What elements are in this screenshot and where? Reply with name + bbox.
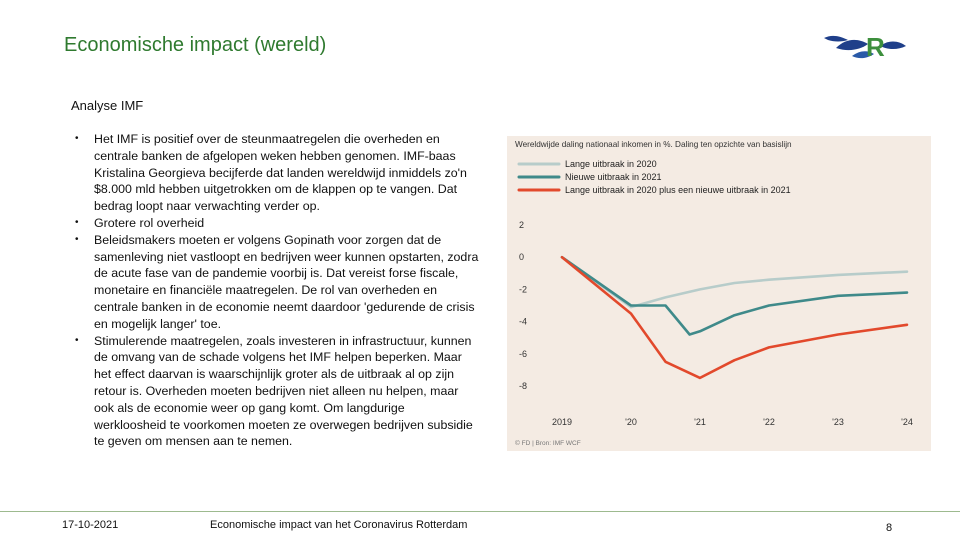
bullet-item: • Het IMF is positief over de steunmaatre… [75,131,480,215]
bullet-text: Beleidsmakers moeten er volgens Gopinath… [94,232,479,331]
bullet-item: • Beleidsmakers moeten er volgens Gopinat… [75,232,480,333]
chart-source: © FD | Bron: IMF WCF [515,439,581,447]
x-tick-label: '20 [625,417,637,427]
footer-date: 17-10-2021 [62,519,119,531]
y-tick-label: 0 [519,252,524,262]
footer-divider [0,511,960,512]
x-tick-label: 2019 [552,417,572,427]
footer-title: Economische impact van het Coronavirus R… [210,519,468,531]
svg-text:R: R [866,32,885,62]
chart-title: Wereldwijde daling nationaal inkomen in … [515,140,792,149]
x-tick-label: '21 [694,417,706,427]
y-tick-label: 2 [519,220,524,230]
series-line [560,255,909,336]
x-tick-label: '22 [763,417,775,427]
bullet-dot: • [75,133,79,144]
chart-panel: Wereldwijde daling nationaal inkomen in … [507,136,931,451]
bullet-list: • Het IMF is positief over de steunmaatre… [75,131,480,450]
line-chart: Wereldwijde daling nationaal inkomen in … [515,140,913,447]
bullet-item: • Stimulerende maatregelen, zoals investe… [75,333,480,451]
section-subtitle: Analyse IMF [71,98,144,113]
legend-entry: Lange uitbraak in 2020 plus een nieuwe u… [565,185,791,195]
page-number: 8 [886,522,893,534]
legend-entry: Lange uitbraak in 2020 [565,159,657,169]
y-tick-label: -8 [519,381,527,391]
y-tick-label: -2 [519,284,527,294]
rotterdam-logo-icon: R [824,32,906,62]
x-tick-label: '23 [832,417,844,427]
legend-entry: Nieuwe uitbraak in 2021 [565,172,662,182]
slide-title: Economische impact (wereld) [64,34,327,56]
y-tick-label: -4 [519,317,527,327]
x-tick-label: '24 [901,417,913,427]
bullet-dot: • [75,334,79,346]
y-tick-label: -6 [519,349,527,359]
series-line [560,255,909,380]
bullet-item: • Grotere rol overheid [75,215,480,232]
bullet-text: Het IMF is positief over de steunmaatreg… [94,132,467,214]
bullet-dot: • [75,216,79,228]
bullet-text: Stimulerende maatregelen, zoals invester… [94,333,473,449]
bullet-text: Grotere rol overheid [94,215,205,230]
bullet-dot: • [75,233,79,245]
